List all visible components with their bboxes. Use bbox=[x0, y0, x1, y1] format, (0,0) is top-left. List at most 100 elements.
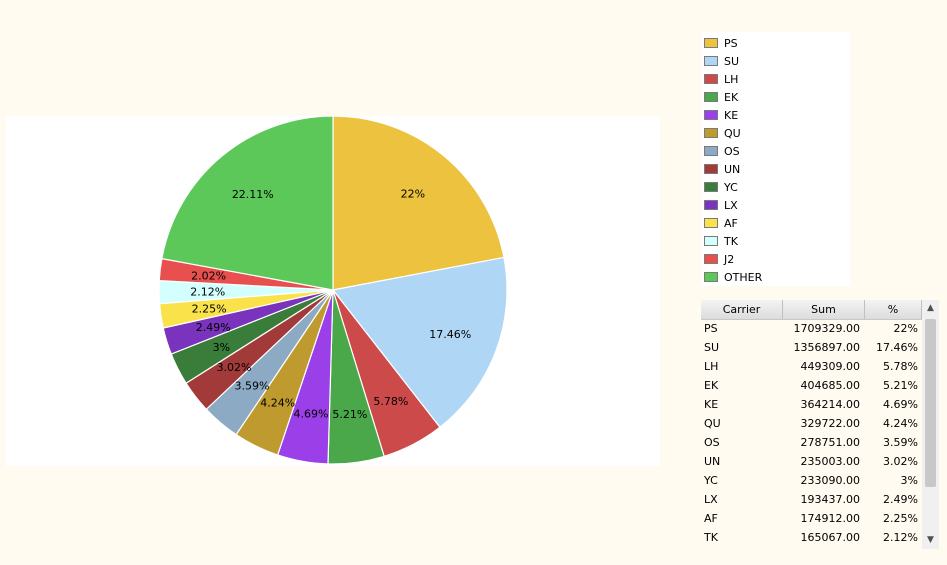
legend-swatch bbox=[704, 146, 718, 156]
legend-item-yc[interactable]: YC bbox=[704, 178, 738, 196]
legend-label: UN bbox=[724, 162, 741, 176]
legend-label: LH bbox=[724, 72, 739, 86]
pie-slice-other[interactable] bbox=[161, 116, 334, 291]
cell-percent: 5.21% bbox=[883, 379, 918, 392]
cell-sum: 165067.00 bbox=[800, 531, 861, 544]
vertical-scrollbar[interactable]: ▲ ▼ bbox=[922, 300, 939, 549]
table-row[interactable]: AF 174912.00 2.25% bbox=[701, 509, 922, 528]
arrow-down-icon[interactable]: ▼ bbox=[927, 535, 934, 545]
legend-swatch bbox=[704, 56, 718, 66]
legend-swatch bbox=[704, 110, 718, 120]
legend-label: PS bbox=[724, 36, 738, 50]
table-row[interactable]: PS 1709329.00 22% bbox=[701, 319, 922, 338]
pie-label-tk: 2.12% bbox=[190, 286, 225, 299]
legend: PS SU LH EK KE QU OS UN YC LX AF TK J2 OTHER bbox=[702, 32, 850, 286]
cell-percent: 2.25% bbox=[883, 512, 918, 525]
pie-chart: 22% 17.46% 5.78% 5.21%4.69%4.24% 3.59% 3.02% 3… bbox=[158, 116, 508, 465]
cell-sum: 278751.00 bbox=[800, 436, 861, 449]
cell-sum: 193437.00 bbox=[800, 493, 861, 506]
pie-label-su: 17.46% bbox=[429, 328, 471, 341]
column-header-sum[interactable]: Sum bbox=[783, 300, 865, 319]
cell-sum: 235003.00 bbox=[800, 455, 861, 468]
pie-label-af: 2.25% bbox=[192, 303, 227, 316]
cell-percent: 17.46% bbox=[876, 341, 918, 354]
cell-sum: 174912.00 bbox=[800, 512, 861, 525]
legend-item-un[interactable]: UN bbox=[704, 160, 740, 178]
table-row[interactable]: LH 449309.00 5.78% bbox=[701, 357, 922, 376]
legend-item-qu[interactable]: QU bbox=[704, 124, 741, 142]
legend-swatch bbox=[704, 74, 718, 84]
cell-sum: 1709329.00 bbox=[793, 322, 860, 335]
legend-item-lx[interactable]: LX bbox=[704, 196, 738, 214]
cell-percent: 22% bbox=[893, 322, 918, 335]
legend-item-lh[interactable]: LH bbox=[704, 70, 738, 88]
legend-swatch bbox=[704, 200, 718, 210]
table-row[interactable]: UN 235003.00 3.02% bbox=[701, 452, 922, 471]
cell-carrier: YC bbox=[704, 474, 718, 487]
pie-label-yc: 3% bbox=[213, 341, 230, 354]
pie-label-ek: 5.21% bbox=[332, 408, 367, 421]
cell-sum: 329722.00 bbox=[800, 417, 861, 430]
legend-item-os[interactable]: OS bbox=[704, 142, 740, 160]
table-row[interactable]: EK 404685.00 5.21% bbox=[701, 376, 922, 395]
table-row[interactable]: KE 364214.00 4.69% bbox=[701, 395, 922, 414]
table-row[interactable]: QU 329722.00 4.24% bbox=[701, 414, 922, 433]
arrow-up-icon[interactable]: ▲ bbox=[927, 303, 934, 313]
table-row[interactable]: YC 233090.00 3% bbox=[701, 471, 922, 490]
legend-label: AF bbox=[724, 216, 738, 230]
cell-carrier: SU bbox=[704, 341, 720, 354]
cell-carrier: AF bbox=[704, 512, 718, 525]
cell-sum: 1356897.00 bbox=[793, 341, 860, 354]
legend-swatch bbox=[704, 38, 718, 48]
cell-sum: 233090.00 bbox=[800, 474, 861, 487]
legend-swatch bbox=[704, 164, 718, 174]
scrollbar-thumb[interactable] bbox=[925, 319, 936, 487]
pie-slice-ps[interactable] bbox=[332, 116, 505, 291]
cell-percent: 5.78% bbox=[883, 360, 918, 373]
cell-carrier: LH bbox=[704, 360, 719, 373]
legend-swatch bbox=[704, 92, 718, 102]
legend-label: SU bbox=[724, 54, 740, 68]
pie-label-ke: 4.69% bbox=[294, 407, 329, 420]
cell-carrier: UN bbox=[704, 455, 721, 468]
legend-item-su[interactable]: SU bbox=[704, 52, 739, 70]
chart-area: 22% 17.46% 5.78% 5.21% 4.69% 4.24% 3.59% 3.02% 3… bbox=[6, 116, 660, 466]
legend-label: EK bbox=[724, 90, 739, 104]
cell-carrier: OS bbox=[704, 436, 720, 449]
legend-swatch bbox=[704, 236, 718, 246]
table-row[interactable]: SU 1356897.00 17.46% bbox=[701, 338, 922, 357]
pie-label-qu: 4.24% bbox=[260, 396, 295, 409]
legend-item-j2[interactable]: J2 bbox=[704, 250, 734, 268]
legend-item-ps[interactable]: PS bbox=[704, 34, 738, 52]
cell-carrier: KE bbox=[704, 398, 719, 411]
column-header-percent[interactable]: % bbox=[865, 300, 922, 319]
legend-label: LX bbox=[724, 198, 738, 212]
cell-carrier: LX bbox=[704, 493, 718, 506]
pie-slice-su[interactable] bbox=[331, 256, 508, 429]
legend-swatch bbox=[704, 272, 718, 282]
legend-item-ke[interactable]: KE bbox=[704, 106, 738, 124]
legend-label: OS bbox=[724, 144, 740, 158]
legend-item-other[interactable]: OTHER bbox=[704, 268, 762, 286]
legend-swatch bbox=[704, 218, 718, 228]
table-header: Carrier Sum % bbox=[701, 300, 922, 320]
legend-label: YC bbox=[724, 180, 738, 194]
cell-percent: 2.49% bbox=[883, 493, 918, 506]
legend-item-af[interactable]: AF bbox=[704, 214, 738, 232]
cell-carrier: PS bbox=[704, 322, 718, 335]
legend-swatch bbox=[704, 128, 718, 138]
table-row[interactable]: LX 193437.00 2.49% bbox=[701, 490, 922, 509]
legend-item-tk[interactable]: TK bbox=[704, 232, 738, 250]
cell-percent: 4.69% bbox=[883, 398, 918, 411]
legend-swatch bbox=[704, 182, 718, 192]
legend-item-ek[interactable]: EK bbox=[704, 88, 738, 106]
legend-label: QU bbox=[724, 126, 741, 140]
pie-label-lh: 5.78% bbox=[373, 395, 408, 408]
cell-carrier: QU bbox=[704, 417, 721, 430]
cell-sum: 404685.00 bbox=[800, 379, 861, 392]
table-row[interactable]: OS 278751.00 3.59% bbox=[701, 433, 922, 452]
column-header-carrier[interactable]: Carrier bbox=[701, 300, 783, 319]
cell-percent: 3.02% bbox=[883, 455, 918, 468]
table-row[interactable]: TK 165067.00 2.12% bbox=[701, 528, 922, 547]
cell-carrier: TK bbox=[704, 531, 718, 544]
